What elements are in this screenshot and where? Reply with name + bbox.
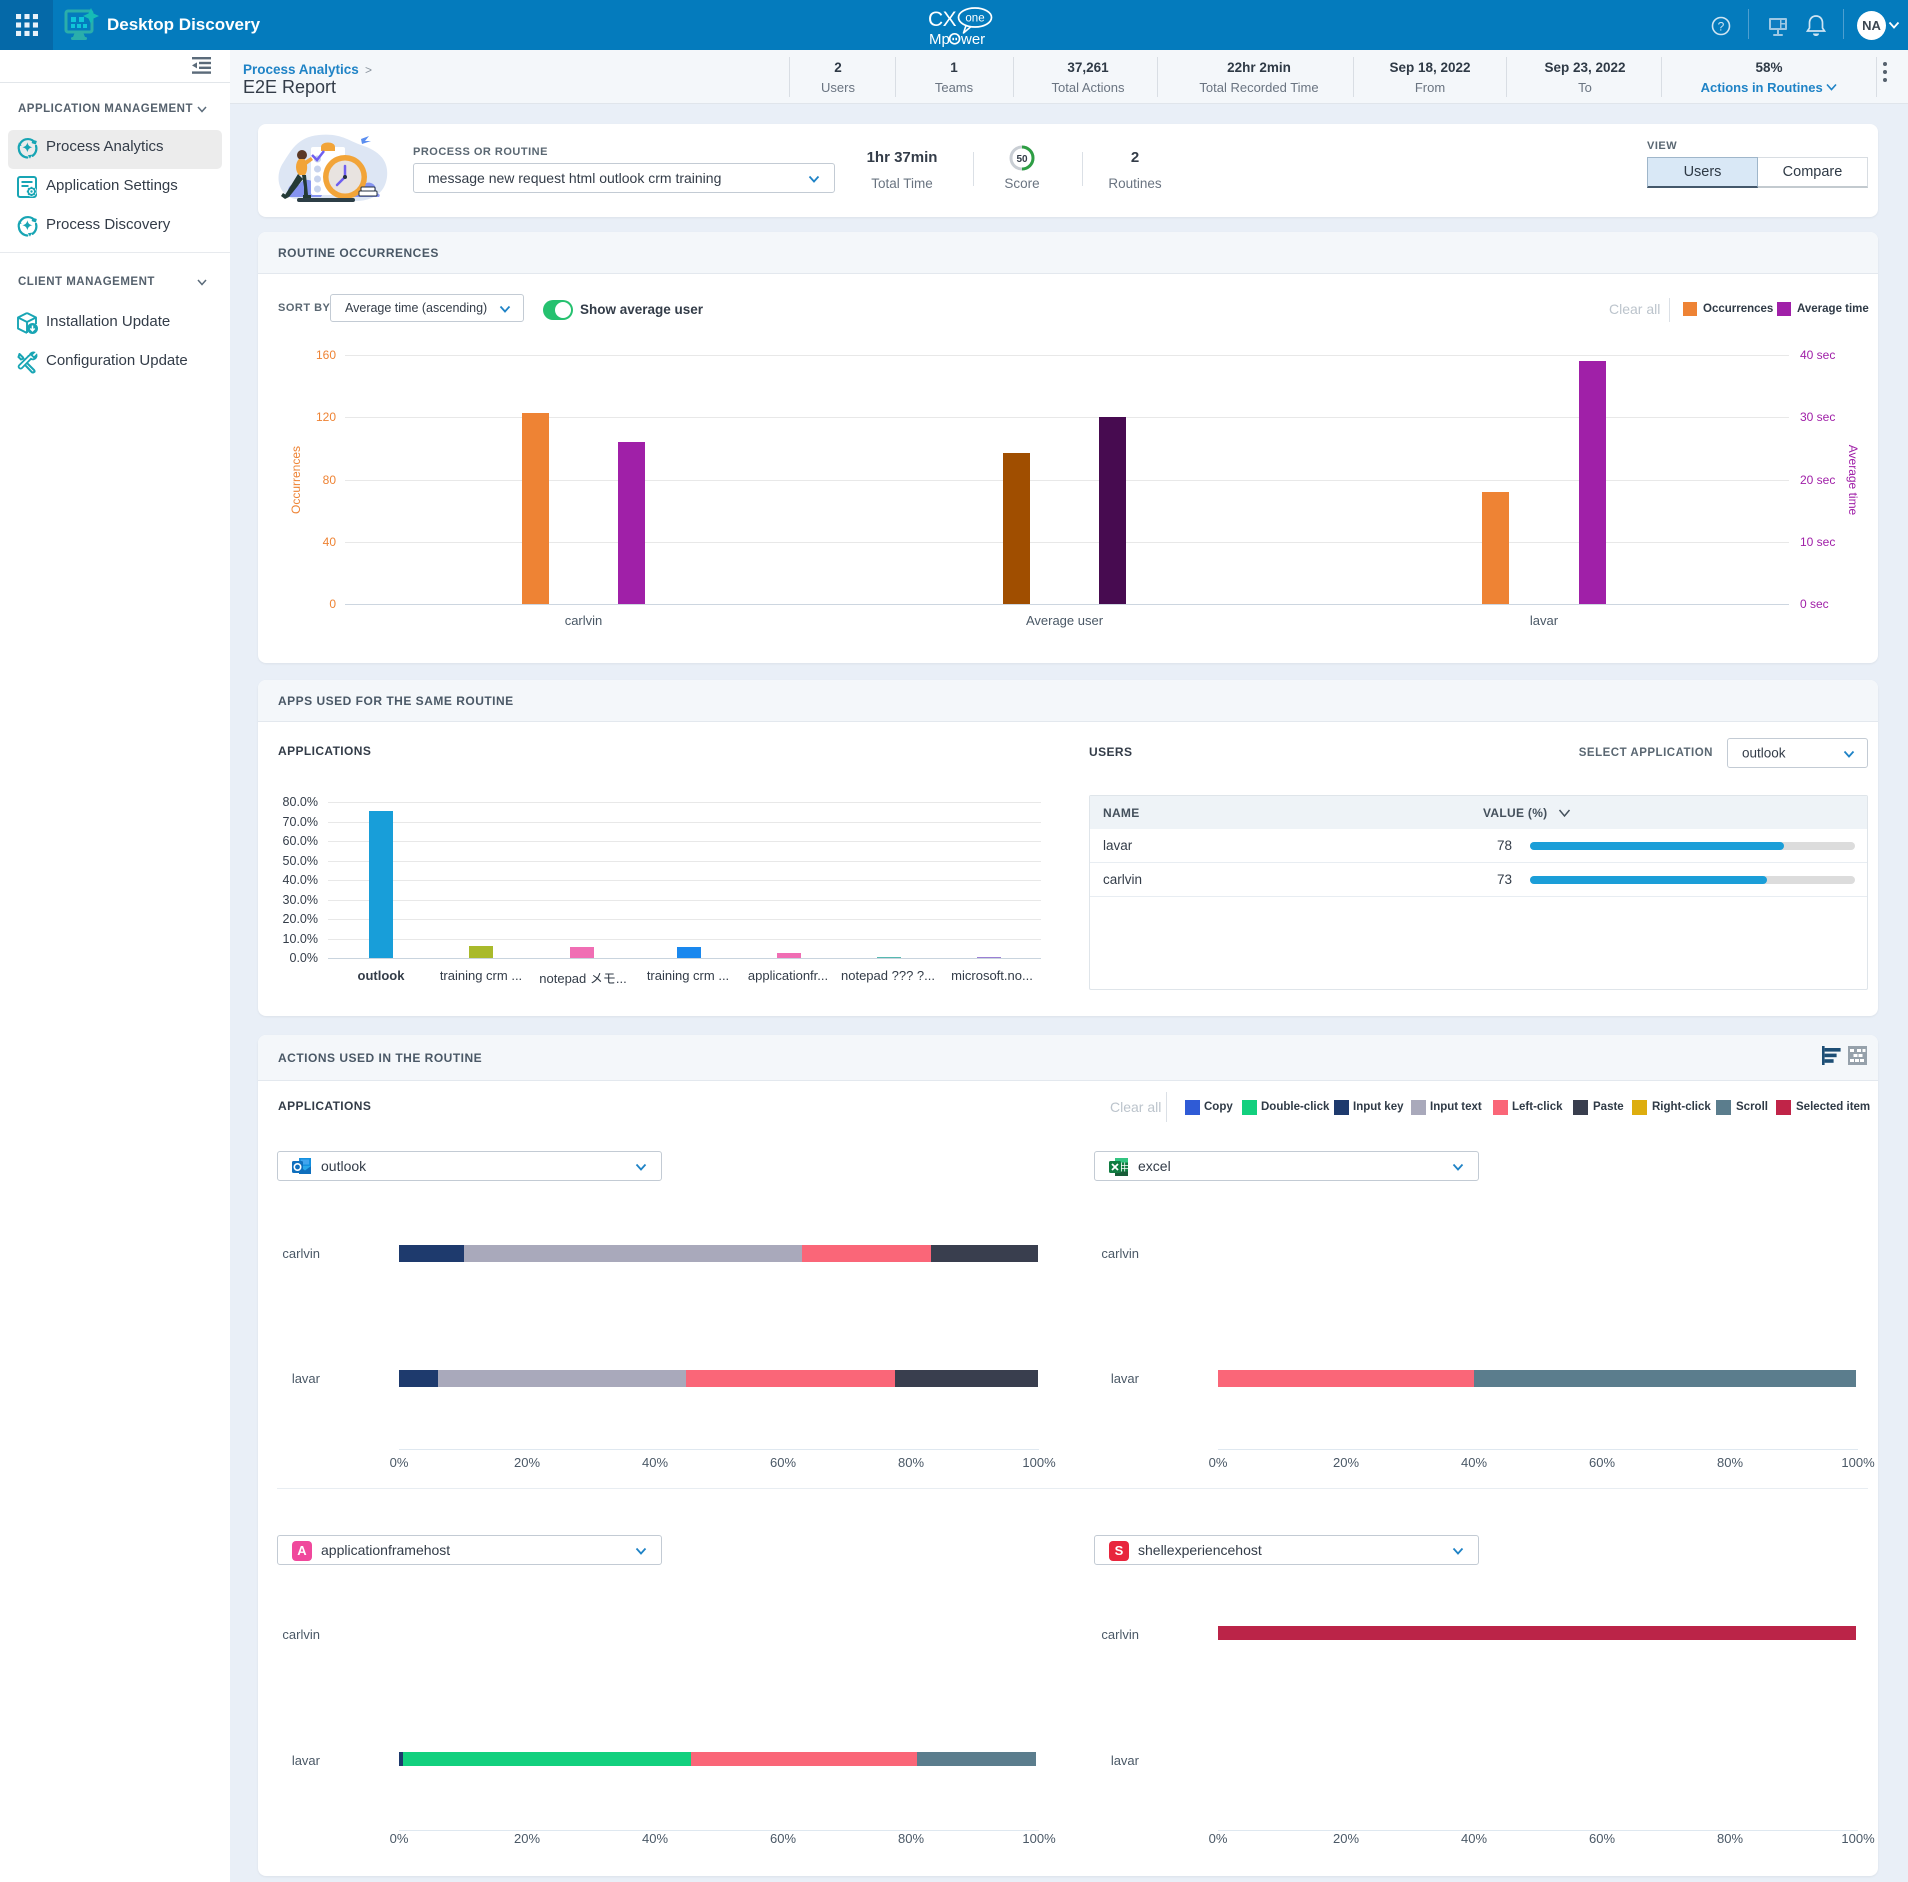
svg-text:Mp: Mp xyxy=(929,31,950,47)
svg-text:CX: CX xyxy=(928,8,957,31)
svg-text:wer: wer xyxy=(960,31,985,47)
svg-text:50: 50 xyxy=(1016,154,1028,165)
svg-text:?: ? xyxy=(1718,20,1725,34)
svg-text:one: one xyxy=(965,13,984,25)
